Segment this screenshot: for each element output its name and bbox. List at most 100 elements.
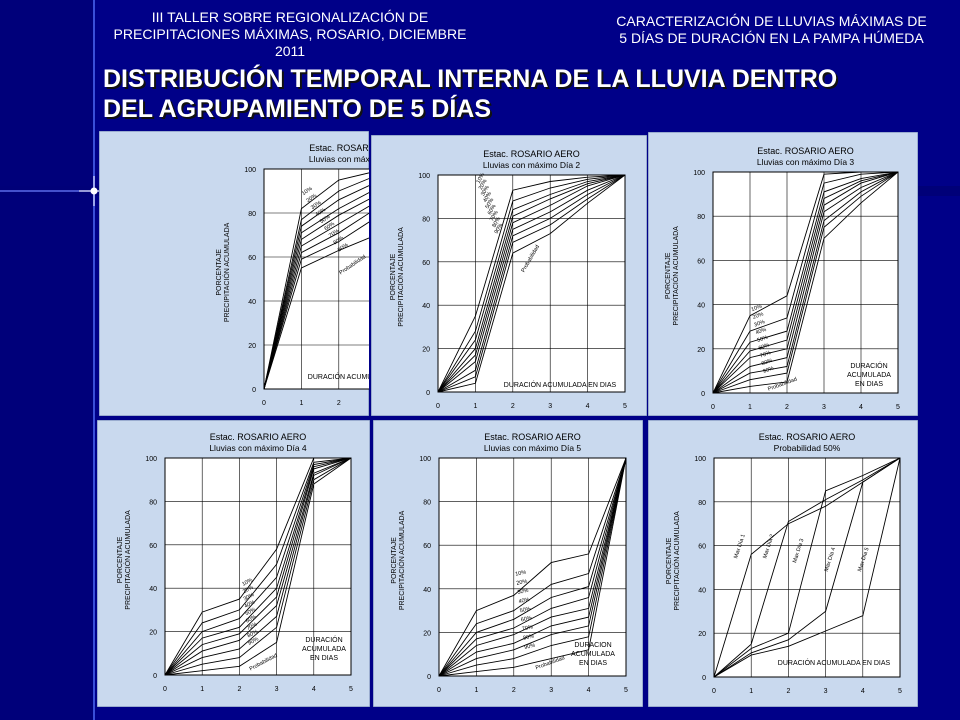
x-tick-label: 0 bbox=[262, 400, 266, 407]
series-line bbox=[713, 457, 901, 678]
plot-area bbox=[713, 457, 901, 678]
x-tick-label: 4 bbox=[587, 687, 591, 694]
y-axis-label-line2: PRECIPITACIÓN ACUMULADA bbox=[672, 511, 681, 611]
y-axis-label-line2: PRECIPITACIÓN ACUMULADA bbox=[123, 510, 132, 610]
chart-title: Estac. ROSARIO AERO bbox=[210, 432, 307, 442]
chart-subtitle: Lluvias con máximo Día 5 bbox=[484, 443, 582, 453]
slide-title-line2: DEL AGRUPAMIENTO DE 5 DÍAS bbox=[103, 95, 492, 123]
x-axis-label-line: EN DIAS bbox=[855, 381, 883, 388]
series-label: 40% bbox=[518, 597, 530, 605]
series-label: 80% bbox=[523, 634, 535, 642]
y-tick-label: 40 bbox=[697, 303, 705, 310]
series-line bbox=[438, 457, 627, 677]
series-line bbox=[164, 457, 352, 676]
y-tick-label: 40 bbox=[149, 586, 157, 593]
x-tick-label: 3 bbox=[548, 403, 552, 410]
series-label: 80% bbox=[491, 216, 502, 229]
y-axis-label-line2: PRECIPITACIÓN ACUMULADA bbox=[397, 510, 406, 610]
y-tick-label: 0 bbox=[702, 675, 706, 682]
chart-subtitle: Lluvias con máximo Día 3 bbox=[757, 157, 855, 167]
series-label: 20% bbox=[478, 178, 489, 191]
y-tick-label: 20 bbox=[423, 630, 431, 637]
x-tick-label: 2 bbox=[786, 688, 790, 695]
y-axis-label-line1: PORCENTAJE bbox=[666, 537, 673, 584]
series-label: 30% bbox=[243, 592, 256, 603]
y-tick-label: 0 bbox=[153, 673, 157, 680]
series-label: 70% bbox=[328, 228, 341, 239]
series-label: 40% bbox=[243, 599, 256, 610]
series-line bbox=[438, 457, 627, 677]
x-tick-label: 5 bbox=[624, 687, 628, 694]
header-left-line1: III TALLER SOBRE REGIONALIZACIÓN DE bbox=[151, 9, 429, 25]
chart-svg: 0 20 40 60 80 100 0 1 2 3 4 5 Estac. ROSARIO AEROPro… bbox=[647, 419, 919, 708]
series-label: 30% bbox=[480, 185, 491, 198]
series-label: 60% bbox=[323, 221, 336, 232]
series-line bbox=[164, 457, 352, 676]
y-tick-label: 100 bbox=[694, 456, 706, 463]
chart-svg: 0 20 40 60 80 100 0 1 2 3 4 5 Estac. ROSARIO AEROLlu… bbox=[96, 419, 371, 708]
y-axis-label: PORCENTAJE PRECIPITACIÓN ACUMULADA bbox=[117, 510, 132, 610]
y-tick-label: 100 bbox=[418, 173, 430, 180]
series-label: 30% bbox=[517, 588, 529, 596]
series-label: 50% bbox=[756, 335, 768, 344]
y-axis-label-line2: PRECIPITACIÓN ACUMULADA bbox=[671, 226, 680, 326]
x-tick-label: 4 bbox=[859, 404, 863, 411]
x-tick-label: 1 bbox=[474, 687, 478, 694]
series-label: 90% bbox=[524, 643, 536, 651]
y-tick-label: 60 bbox=[423, 543, 431, 550]
chart-subtitle: Lluvias con máximo Día 2 bbox=[483, 160, 581, 170]
plot-area bbox=[712, 171, 899, 394]
series-line bbox=[437, 174, 626, 393]
y-axis-label-line1: PORCENTAJE bbox=[390, 253, 397, 300]
series-line bbox=[713, 457, 901, 678]
x-tick-label: 0 bbox=[712, 688, 716, 695]
series-line bbox=[438, 457, 627, 677]
slide-title-line1: DISTRIBUCIÓN TEMPORAL INTERNA DE LA LLUV… bbox=[103, 65, 838, 93]
chart-max-day-3: 0 20 40 60 80 100 0 1 2 3 4 5 Estac. ROSARIO AERO Llu… bbox=[647, 131, 919, 417]
y-tick-label: 80 bbox=[697, 214, 705, 221]
series-label: 40% bbox=[482, 191, 493, 204]
series-line bbox=[437, 174, 626, 393]
series-line bbox=[713, 457, 901, 678]
left-band bbox=[0, 0, 94, 720]
series-label: 20% bbox=[752, 311, 764, 320]
y-axis-label: PORCENTAJE PRECIPITACIÓN ACUMULADA bbox=[666, 511, 681, 611]
x-axis-label-line: ACUMULADA bbox=[847, 372, 891, 379]
x-tick-label: 3 bbox=[275, 686, 279, 693]
y-tick-label: 80 bbox=[423, 500, 431, 507]
y-tick-label: 40 bbox=[422, 303, 430, 310]
y-tick-label: 100 bbox=[693, 170, 705, 177]
x-axis-label-line: DURACION bbox=[574, 642, 611, 649]
x-tick-label: 4 bbox=[586, 403, 590, 410]
x-axis-label: DURACIÓN ACUMULADA EN DIAS bbox=[308, 372, 369, 381]
series-label: 40% bbox=[755, 327, 767, 336]
series-line bbox=[437, 174, 626, 393]
series-label: 90% bbox=[494, 222, 505, 235]
chart-probability-50: 0 20 40 60 80 100 0 1 2 3 4 5 Estac. ROSARIO AERO Pro… bbox=[647, 419, 919, 708]
series-label: 90% bbox=[762, 366, 774, 375]
x-tick-label: 2 bbox=[337, 400, 341, 407]
chart-title: Estac. ROSARIO AERO bbox=[309, 143, 369, 153]
series-label: 80% bbox=[332, 235, 345, 246]
header-left: III TALLER SOBRE REGIONALIZACIÓN DE PREC… bbox=[100, 9, 480, 60]
y-tick-label: 20 bbox=[248, 343, 256, 350]
series-line bbox=[438, 457, 627, 677]
x-axis-label-line: ACUMULADA bbox=[302, 646, 346, 653]
y-tick-label: 40 bbox=[698, 587, 706, 594]
series-line bbox=[437, 174, 626, 393]
y-tick-label: 60 bbox=[149, 543, 157, 550]
y-tick-label: 60 bbox=[697, 258, 705, 265]
series-label: 10% bbox=[301, 186, 314, 197]
x-tick-label: 5 bbox=[623, 403, 627, 410]
x-tick-label: 2 bbox=[512, 687, 516, 694]
series-label: 10% bbox=[476, 172, 487, 185]
y-tick-label: 0 bbox=[426, 390, 430, 397]
x-tick-label: 5 bbox=[349, 686, 353, 693]
series-line bbox=[164, 457, 352, 676]
series-line bbox=[164, 457, 352, 676]
x-tick-label: 1 bbox=[473, 403, 477, 410]
y-tick-label: 100 bbox=[145, 456, 157, 463]
chart-title: Estac. ROSARIO AERO bbox=[483, 149, 580, 159]
series-label: 40% bbox=[314, 207, 327, 218]
series-line bbox=[437, 174, 626, 393]
